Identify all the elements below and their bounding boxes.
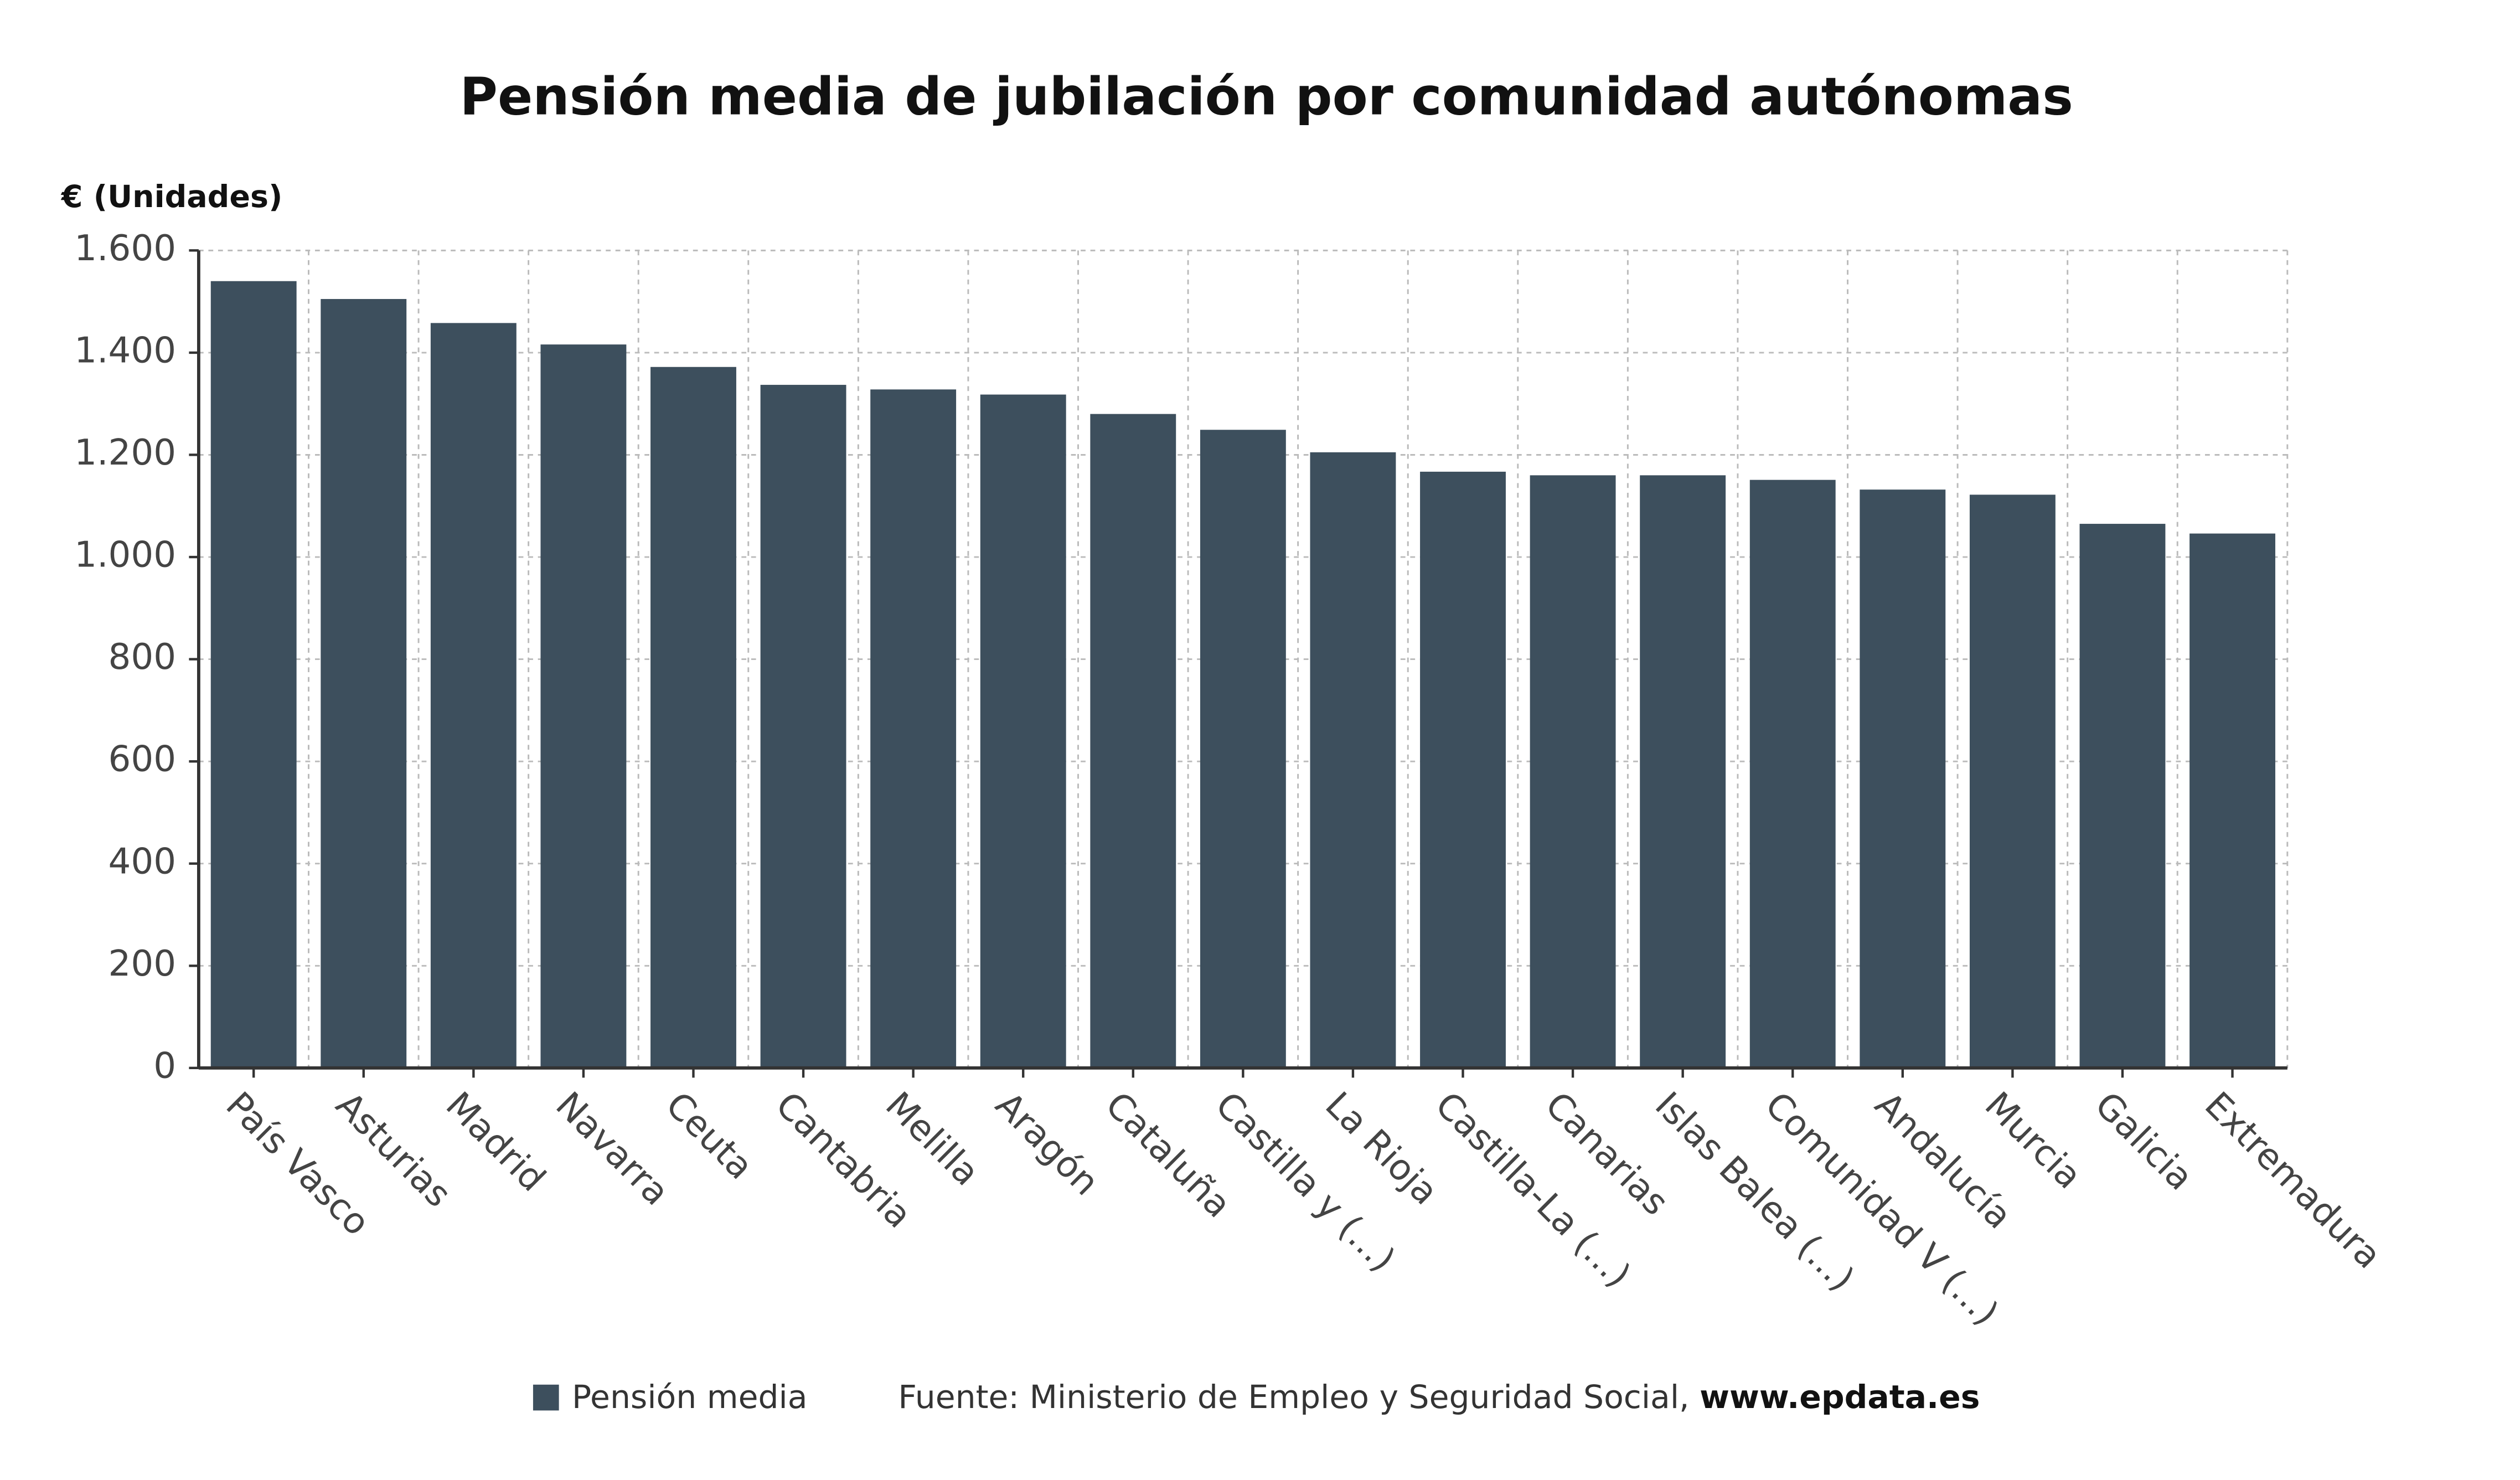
chart-title: Pensión media de jubilación por comunida… — [460, 66, 2073, 127]
bar — [2079, 524, 2166, 1068]
legend-label: Pensión media — [572, 1378, 808, 1416]
y-tick-label: 0 — [153, 1045, 176, 1086]
bar — [1420, 471, 1506, 1068]
y-tick-label: 400 — [109, 840, 177, 882]
legend-swatch — [533, 1384, 559, 1411]
bar — [870, 389, 957, 1068]
y-tick-label: 200 — [109, 943, 177, 984]
bar — [1640, 475, 1726, 1068]
y-tick-label: 1.200 — [74, 432, 176, 473]
bar — [430, 323, 517, 1068]
bar — [540, 344, 627, 1068]
y-tick-label: 1.000 — [74, 534, 176, 576]
source-text: Fuente: Ministerio de Empleo y Seguridad… — [898, 1378, 1689, 1416]
bar — [1530, 475, 1616, 1068]
bar — [2189, 533, 2275, 1068]
bar — [1749, 479, 1836, 1068]
bar — [321, 299, 407, 1068]
bar — [1200, 430, 1286, 1068]
bar — [1860, 489, 1946, 1068]
bar — [1090, 414, 1176, 1068]
bar — [760, 385, 846, 1068]
y-tick-label: 800 — [109, 636, 177, 678]
source: Fuente: Ministerio de Empleo y Seguridad… — [898, 1378, 1980, 1416]
source-link: www.epdata.es — [1700, 1378, 1980, 1416]
legend: Pensión media Fuente: Ministerio de Empl… — [533, 1378, 1980, 1416]
y-tick-label: 600 — [109, 739, 177, 780]
bar — [980, 394, 1066, 1068]
y-tick-label: 1.400 — [74, 329, 176, 371]
bar — [210, 281, 297, 1068]
bar — [1969, 494, 2056, 1068]
bar — [650, 367, 736, 1068]
y-axis-label: € (Unidades) — [60, 179, 282, 215]
bar — [1310, 452, 1396, 1068]
y-tick-label: 1.600 — [74, 228, 176, 269]
